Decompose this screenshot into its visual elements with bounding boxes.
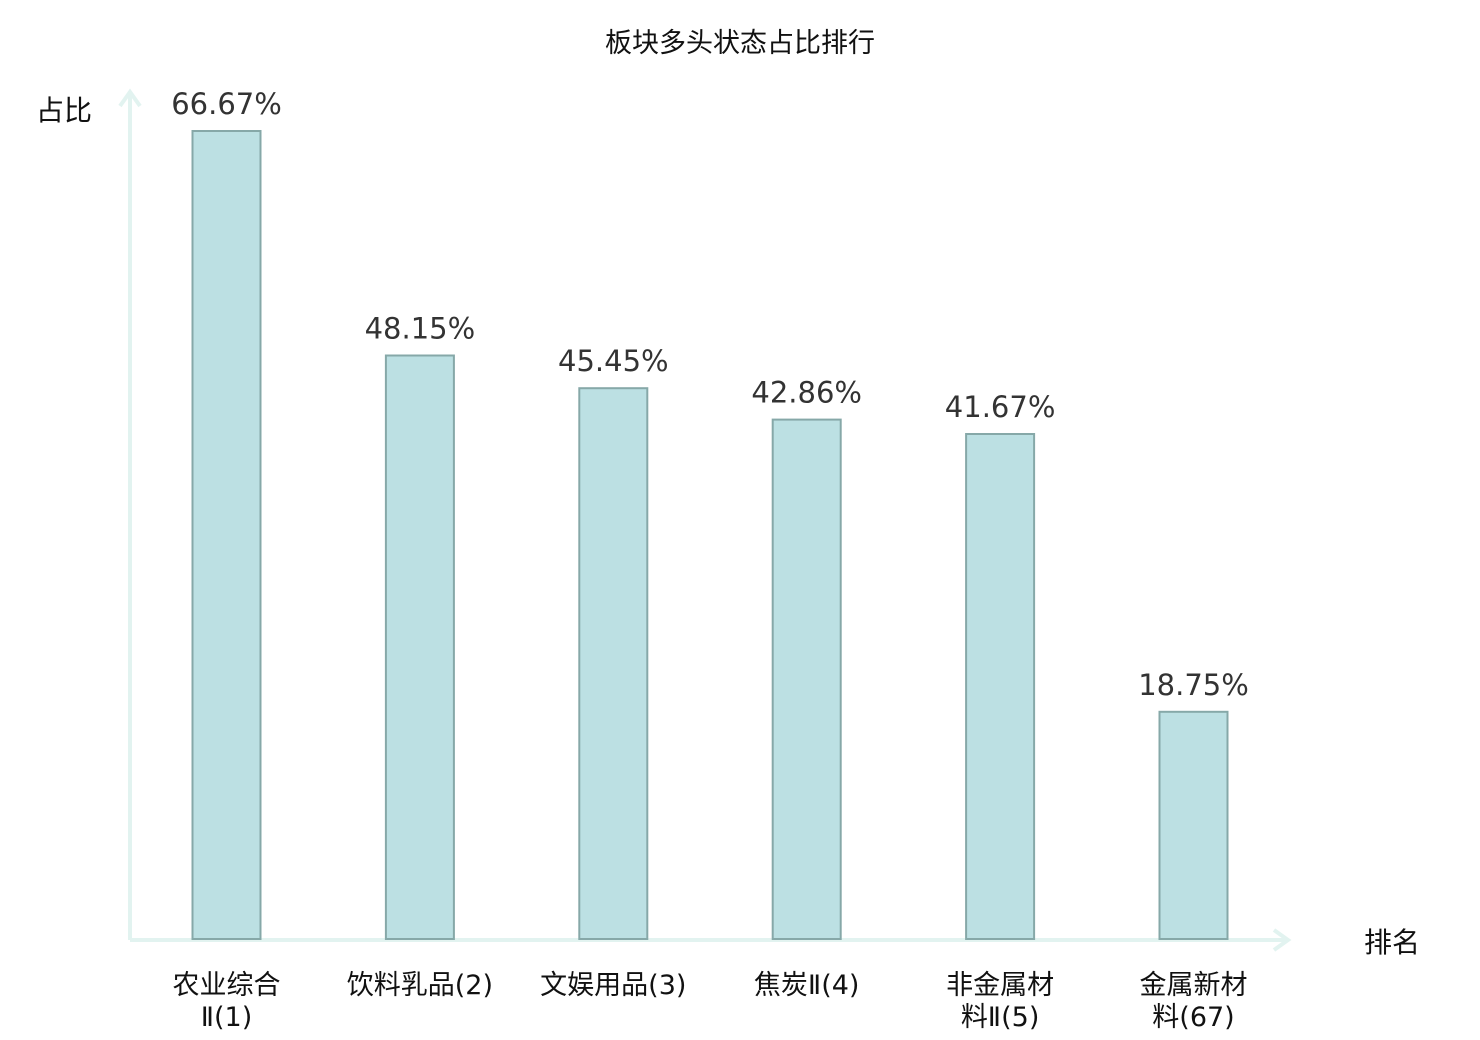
x-axis-label: 排名 [1364,926,1420,959]
bar-2 [384,354,455,940]
bar-1 [191,130,262,940]
value-label-5: 41.67% [945,390,1056,424]
category-label-3: 文娱用品(3) [540,970,686,1001]
value-label-6: 18.75% [1138,668,1249,702]
x-axis-arrow [1272,928,1292,952]
category-label-line: 文娱用品(3) [540,970,686,1001]
value-label-4: 42.86% [751,376,862,410]
bar-6 [1158,710,1229,940]
axes [118,88,1292,952]
y-axis-arrow [118,88,142,108]
category-label-line: 饮料乳品(2) [347,970,493,1001]
category-label-line: 料(67) [1152,1002,1234,1033]
bar-4 [771,418,842,941]
category-label-line: 焦炭Ⅱ(4) [754,970,860,1001]
category-label-line: 料Ⅱ(5) [961,1002,1040,1033]
category-labels-group: 农业综合 Ⅱ(1) 饮料乳品(2) 文娱用品(3) 焦炭Ⅱ(4) 非金属材料Ⅱ(5) 金属新… [173,970,1248,1033]
category-label-line: 金属新材 [1140,970,1248,1001]
value-labels-group: 66.67% 48.15% 45.45% 42.86% 41.67% 18.75% [171,87,1249,702]
category-label-line: Ⅱ(1) [201,1002,253,1033]
value-label-1: 66.67% [171,87,282,121]
category-label-4: 焦炭Ⅱ(4) [754,970,860,1001]
category-label-6: 金属新材料(67) [1140,970,1248,1033]
category-label-2: 饮料乳品(2) [347,970,493,1001]
bar-5 [965,433,1036,940]
category-label-1: 农业综合 Ⅱ(1) [173,970,281,1033]
bars-group [191,130,1229,941]
category-label-line: 农业综合 [173,970,281,1001]
bar-3 [578,387,649,940]
category-label-line: 非金属材 [946,970,1054,1001]
y-axis-label: 占比 [36,94,92,127]
chart-title: 板块多头状态占比排行 [605,28,875,59]
value-label-3: 45.45% [558,344,669,378]
category-label-5: 非金属材料Ⅱ(5) [946,970,1054,1033]
value-label-2: 48.15% [365,312,476,346]
